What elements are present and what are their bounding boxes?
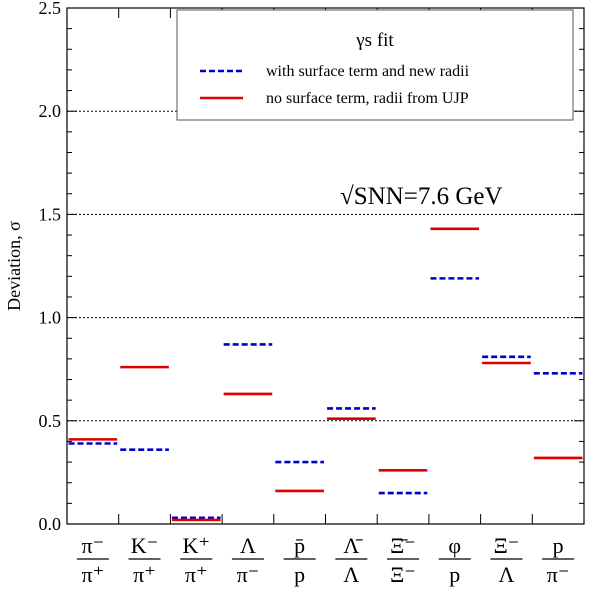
category-label: Ξ⁻ Λ bbox=[490, 533, 523, 587]
category-denominator: Ξ⁻ bbox=[390, 562, 416, 587]
y-tick-labels: 0.0 0.5 1.0 1.5 2.0 2.5 bbox=[39, 0, 62, 534]
category-label: π⁻ π⁺ bbox=[76, 533, 109, 587]
category-numerator: Ξ⁻ bbox=[494, 533, 520, 558]
category-numerator: Ξ̄⁻ bbox=[390, 533, 416, 558]
legend-box bbox=[176, 9, 574, 121]
y-tick-label: 1.0 bbox=[39, 308, 62, 328]
legend: γs fit with surface term and new radii n… bbox=[176, 9, 574, 121]
category-label: Ξ̄⁻ Ξ⁻ bbox=[387, 533, 420, 587]
category-denominator: π⁻ bbox=[237, 562, 260, 587]
category-denominator: Λ bbox=[343, 562, 359, 587]
category-label: K⁺ π⁺ bbox=[180, 533, 213, 587]
grid-lines bbox=[67, 110, 584, 422]
category-label: p̄ p bbox=[283, 533, 316, 587]
category-numerator: π⁻ bbox=[81, 533, 104, 558]
y-axis-label: Deviation, σ bbox=[4, 221, 24, 311]
category-denominator: p bbox=[449, 562, 460, 587]
category-numerator: p̄ bbox=[294, 533, 305, 558]
category-denominator: p bbox=[294, 562, 305, 587]
category-denominator: π⁻ bbox=[547, 562, 570, 587]
category-numerator: p bbox=[553, 533, 564, 558]
category-denominator: π⁺ bbox=[133, 562, 156, 587]
category-denominator: π⁺ bbox=[185, 562, 208, 587]
y-tick-label: 0.0 bbox=[39, 514, 62, 534]
category-numerator: K⁺ bbox=[183, 533, 211, 558]
category-numerator: φ bbox=[448, 533, 461, 558]
category-denominator: π⁺ bbox=[81, 562, 104, 587]
x-category-labels: π⁻π⁺K⁻π⁺K⁺π⁺Λπ⁻p̄pΛ̄ΛΞ̄⁻Ξ⁻φpΞ⁻Λpπ⁻ bbox=[76, 533, 575, 587]
legend-label-surface-term: with surface term and new radii bbox=[266, 63, 470, 80]
category-numerator: Λ bbox=[240, 533, 256, 558]
category-label: φp bbox=[438, 533, 471, 587]
energy-annotation: √SNN=7.6 GeV bbox=[340, 183, 503, 210]
category-label: p π⁻ bbox=[542, 533, 575, 587]
data-marks bbox=[68, 227, 583, 522]
category-denominator: Λ bbox=[498, 562, 514, 587]
y-tick-label: 2.5 bbox=[39, 0, 62, 18]
y-tick-label: 1.5 bbox=[39, 204, 62, 224]
y-tick-label: 2.0 bbox=[39, 101, 62, 121]
category-label: Λπ⁻ bbox=[231, 533, 264, 587]
y-tick-label: 0.5 bbox=[39, 411, 62, 431]
category-label: Λ̄ Λ bbox=[335, 533, 368, 587]
legend-title: γs fit bbox=[355, 30, 394, 51]
category-label: K⁻ π⁺ bbox=[128, 533, 161, 587]
legend-label-no-surface-term: no surface term, radii from UJP bbox=[266, 90, 469, 107]
category-numerator: Λ̄ bbox=[343, 533, 363, 558]
category-numerator: K⁻ bbox=[131, 533, 159, 558]
